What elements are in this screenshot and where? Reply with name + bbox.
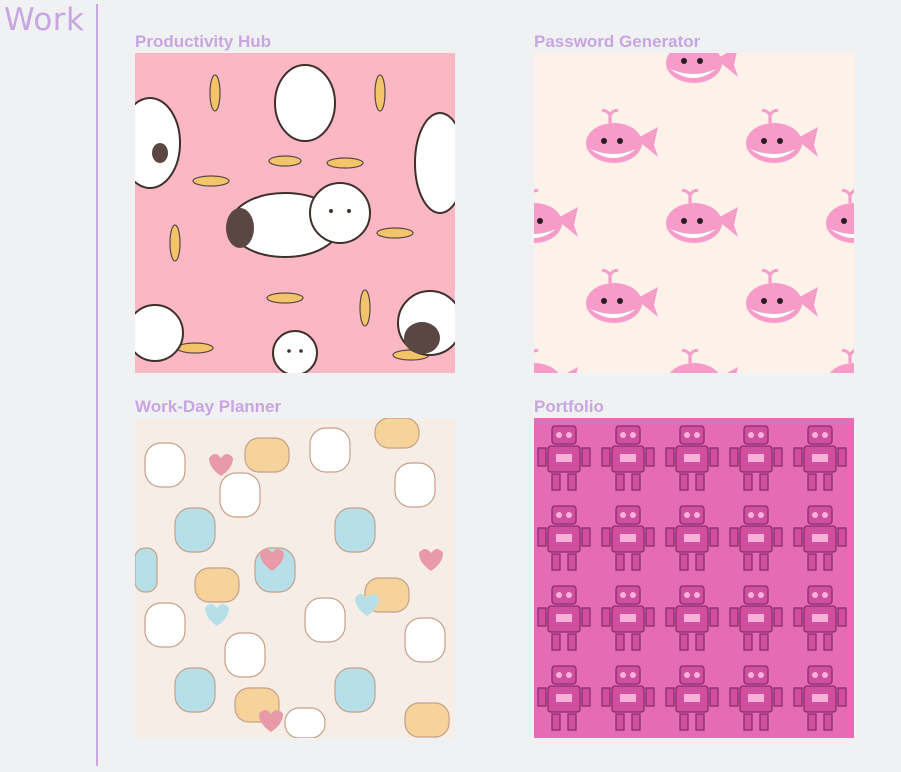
cats-and-fish-pattern-image bbox=[135, 53, 455, 373]
project-title-link[interactable]: Portfolio bbox=[534, 397, 604, 416]
project-thumbnail[interactable] bbox=[534, 53, 854, 373]
project-thumbnail[interactable] bbox=[135, 418, 455, 738]
project-card-work-day-planner: Work-Day Planner bbox=[135, 396, 455, 738]
project-card-productivity-hub: Productivity Hub bbox=[135, 31, 455, 373]
project-title-link[interactable]: Work-Day Planner bbox=[135, 397, 282, 416]
project-thumbnail[interactable] bbox=[534, 418, 854, 738]
project-card-password-generator: Password Generator bbox=[534, 31, 854, 373]
project-title-link[interactable]: Password Generator bbox=[534, 32, 701, 51]
project-card-portfolio: Portfolio bbox=[534, 396, 854, 738]
pastel-kittens-pattern-image bbox=[135, 418, 455, 738]
robots-doodle-pattern-image bbox=[534, 418, 854, 738]
section-title: Work bbox=[4, 2, 85, 38]
pink-whales-pattern-image bbox=[534, 53, 854, 373]
project-title-link[interactable]: Productivity Hub bbox=[135, 32, 272, 51]
project-thumbnail[interactable] bbox=[135, 53, 455, 373]
section-divider bbox=[96, 4, 98, 766]
